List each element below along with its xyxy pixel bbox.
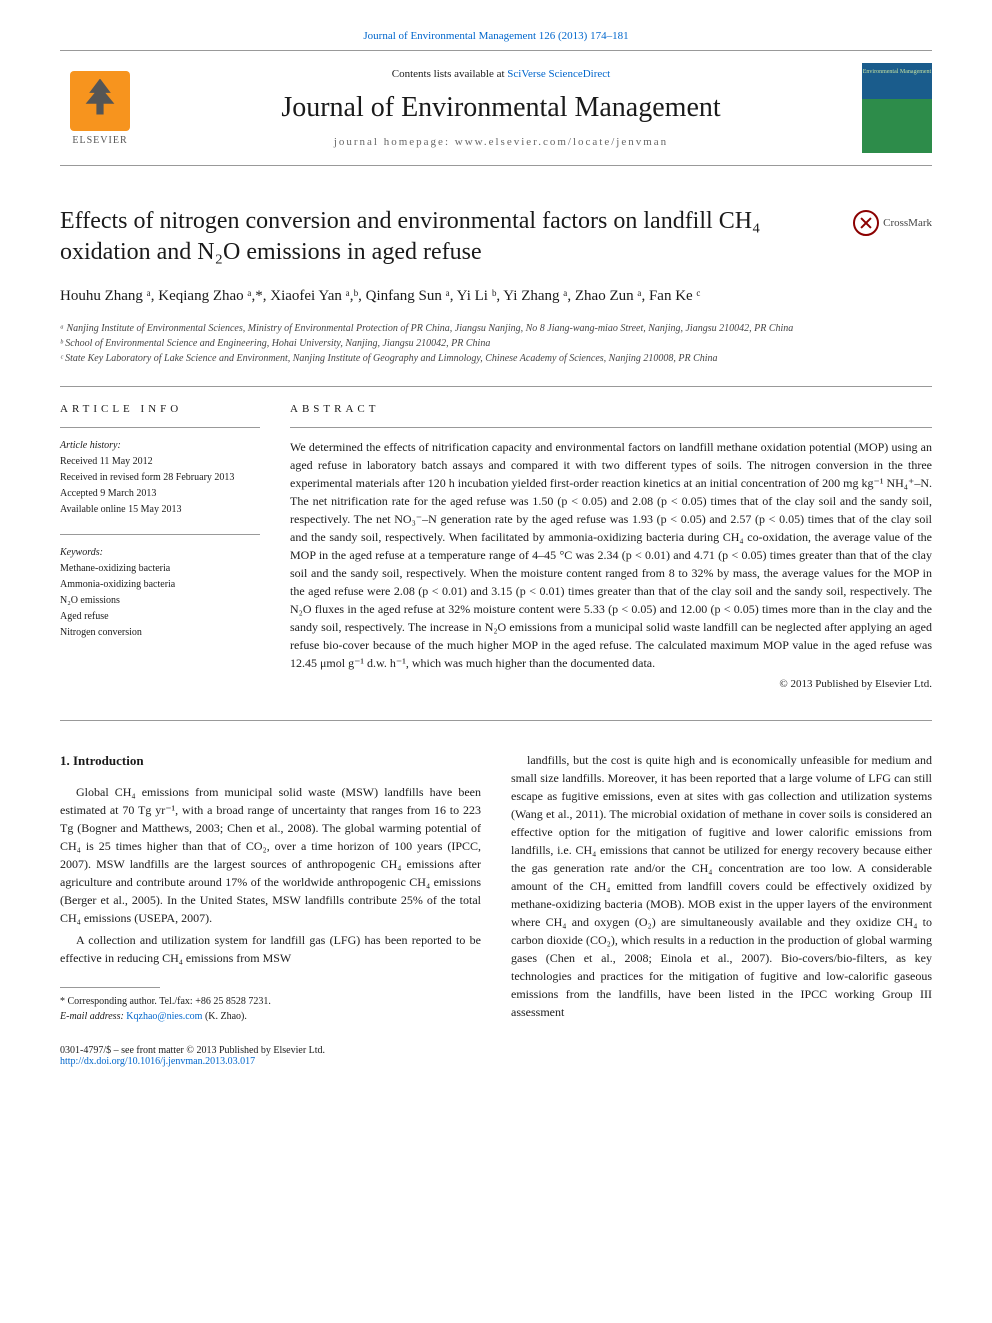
bottom-matter: 0301-4797/$ – see front matter © 2013 Pu… <box>60 1045 932 1067</box>
article-history: Article history: Received 11 May 2012 Re… <box>60 427 260 518</box>
keywords-label: Keywords: <box>60 545 260 561</box>
cover-label: Environmental Management <box>862 69 932 75</box>
email-line: E-mail address: Kqzhao@nies.com (K. Zhao… <box>60 1009 481 1024</box>
footnote-rule <box>60 987 160 988</box>
keyword: Methane-oxidizing bacteria <box>60 561 260 577</box>
intro-heading: 1. Introduction <box>60 751 481 771</box>
keyword: Nitrogen conversion <box>60 625 260 641</box>
journal-header: ELSEVIER Contents lists available at Sci… <box>60 50 932 166</box>
sciencedirect-link[interactable]: SciVerse ScienceDirect <box>507 68 610 80</box>
crossmark-icon <box>853 210 879 236</box>
email-suffix: (K. Zhao). <box>202 1011 246 1022</box>
received-date: Received 11 May 2012 <box>60 454 260 470</box>
homepage-prefix: journal homepage: <box>334 136 455 148</box>
keyword: Ammonia-oxidizing bacteria <box>60 577 260 593</box>
corresponding-author: * Corresponding author. Tel./fax: +86 25… <box>60 994 481 1009</box>
abstract-copyright: © 2013 Published by Elsevier Ltd. <box>290 678 932 690</box>
article-title: Effects of nitrogen conversion and envir… <box>60 206 932 268</box>
abstract-heading: ABSTRACT <box>290 403 932 415</box>
abstract-col: ABSTRACT We determined the effects of ni… <box>290 403 932 690</box>
divider <box>60 720 932 721</box>
intro-p1: Global CH₄ emissions from municipal soli… <box>60 783 481 927</box>
elsevier-logo[interactable]: ELSEVIER <box>60 63 140 153</box>
keyword: Aged refuse <box>60 609 260 625</box>
online-date: Available online 15 May 2013 <box>60 502 260 518</box>
crossmark-badge[interactable]: CrossMark <box>853 210 932 236</box>
doi-link[interactable]: http://dx.doi.org/10.1016/j.jenvman.2013… <box>60 1056 255 1067</box>
footnotes: * Corresponding author. Tel./fax: +86 25… <box>60 994 481 1024</box>
divider <box>60 386 932 387</box>
intro-p2: A collection and utilization system for … <box>60 931 481 967</box>
history-label: Article history: <box>60 438 260 454</box>
revised-date: Received in revised form 28 February 201… <box>60 470 260 486</box>
accepted-date: Accepted 9 March 2013 <box>60 486 260 502</box>
contents-line: Contents lists available at SciVerse Sci… <box>160 68 842 80</box>
keywords-block: Keywords: Methane-oxidizing bacteria Amm… <box>60 534 260 641</box>
abstract-text: We determined the effects of nitrificati… <box>290 427 932 672</box>
journal-citation-link[interactable]: Journal of Environmental Management 126 … <box>60 30 932 42</box>
email-label: E-mail address: <box>60 1011 126 1022</box>
journal-name: Journal of Environmental Management <box>160 92 842 124</box>
body-columns: 1. Introduction Global CH₄ emissions fro… <box>60 751 932 1025</box>
affiliation-c: ᶜ State Key Laboratory of Lake Science a… <box>60 351 932 366</box>
journal-cover-thumb[interactable]: Environmental Management <box>862 63 932 153</box>
elsevier-tree-icon <box>70 71 130 131</box>
affiliation-b: ᵇ School of Environmental Science and En… <box>60 336 932 351</box>
article-info-col: ARTICLE INFO Article history: Received 1… <box>60 403 260 690</box>
elsevier-label: ELSEVIER <box>72 135 127 146</box>
authors-line: Houhu Zhang ᵃ, Keqiang Zhao ᵃ,*, Xiaofei… <box>60 288 932 305</box>
author-email-link[interactable]: Kqzhao@nies.com <box>126 1011 202 1022</box>
crossmark-text: CrossMark <box>883 217 932 229</box>
body-col-right: landfills, but the cost is quite high an… <box>511 751 932 1025</box>
body-col-left: 1. Introduction Global CH₄ emissions fro… <box>60 751 481 1025</box>
affiliation-a: ᵃ Nanjing Institute of Environmental Sci… <box>60 321 932 336</box>
intro-p3: landfills, but the cost is quite high an… <box>511 751 932 1021</box>
homepage-url[interactable]: www.elsevier.com/locate/jenvman <box>455 136 668 148</box>
keyword: N₂O emissions <box>60 593 260 609</box>
journal-homepage: journal homepage: www.elsevier.com/locat… <box>160 136 842 148</box>
header-center: Contents lists available at SciVerse Sci… <box>140 68 862 148</box>
contents-prefix: Contents lists available at <box>392 68 507 80</box>
front-matter-line: 0301-4797/$ – see front matter © 2013 Pu… <box>60 1045 932 1056</box>
article-info-heading: ARTICLE INFO <box>60 403 260 415</box>
affiliations: ᵃ Nanjing Institute of Environmental Sci… <box>60 321 932 366</box>
